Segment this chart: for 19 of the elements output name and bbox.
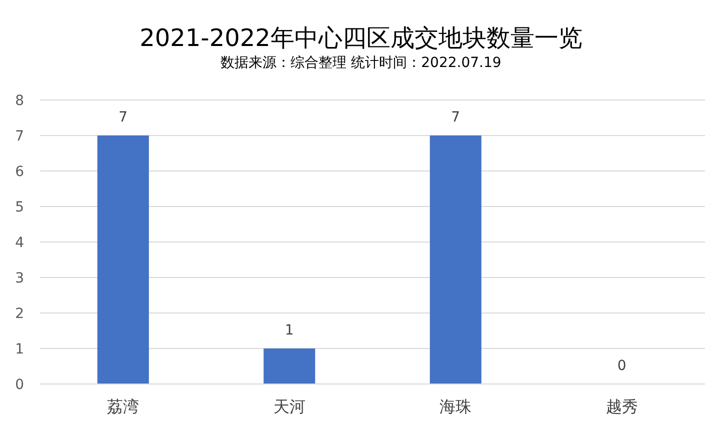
y-tick-label: 8 <box>15 93 24 109</box>
data-label: 1 <box>284 322 294 338</box>
data-label: 7 <box>118 110 128 126</box>
x-tick-label: 越秀 <box>606 397 638 416</box>
chart-title: 2021-2022年中心四区成交地块数量一览 <box>140 24 582 52</box>
y-tick-label: 0 <box>15 377 24 393</box>
x-tick-label: 天河 <box>273 397 306 416</box>
y-tick-label: 2 <box>15 306 24 322</box>
y-tick-label: 3 <box>15 270 24 286</box>
data-label: 7 <box>451 110 460 126</box>
chart-subtitle: 数据来源：综合整理 统计时间：2022.07.19 <box>220 55 502 71</box>
y-tick-label: 1 <box>15 342 24 358</box>
y-tick-label: 5 <box>15 200 24 216</box>
y-tick-label: 4 <box>15 235 24 251</box>
data-label: 0 <box>617 358 626 374</box>
y-tick-label: 6 <box>15 164 24 180</box>
y-tick-label: 7 <box>15 128 24 144</box>
x-tick-label: 荔湾 <box>107 397 140 416</box>
x-tick-label: 海珠 <box>440 397 472 416</box>
